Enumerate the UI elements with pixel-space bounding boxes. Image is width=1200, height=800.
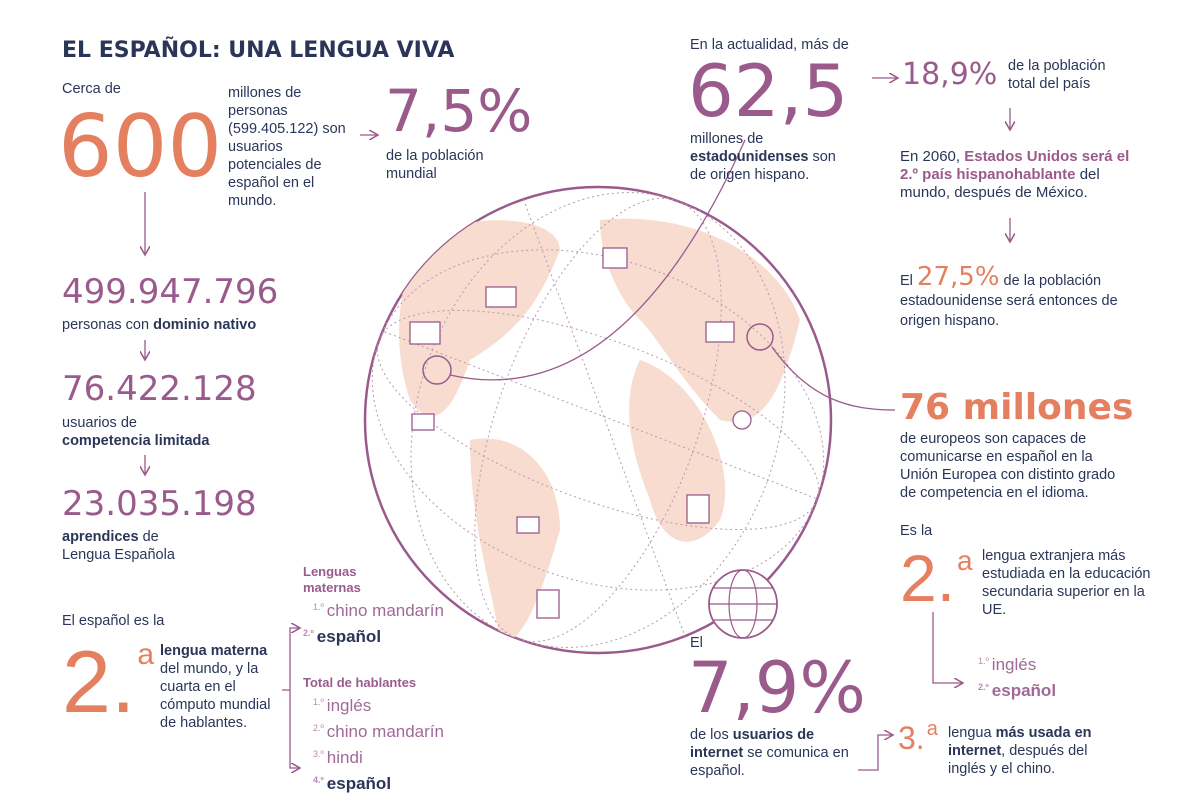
list-item: español [326,774,392,793]
stat-600-desc: millones de personas (599.405.122) son u… [228,85,346,209]
globe [363,185,833,655]
rank-sup-internet: a [926,718,938,740]
rank-2-eu-group: 2. a [900,545,973,611]
list-item: hindi [326,748,363,767]
el-label: El [900,273,917,289]
eu-desc: de europeos son capaces de comunicarse e… [900,431,1116,501]
list-item: inglés [326,696,372,715]
cerca-label: Cerca de [62,81,121,97]
list-item: chino mandarín [326,722,444,741]
rank-num: 2.º [303,628,314,638]
internet-rank-bold: más usada en internet [948,725,1092,759]
rank-num: 1.º [313,602,324,612]
internet-desc: de los [690,727,733,743]
rank-num: 2.º [978,682,989,692]
stat-native: 499.947.796 [62,272,279,312]
stat-76-millones: 76 millones [900,387,1134,428]
page-title: EL ESPAÑOL: UNA LENGUA VIVA [62,38,455,63]
stat-limited: 76.422.128 [62,369,257,409]
limited-desc: usuarios de [62,415,137,431]
limited-bold: competencia limitada [62,433,210,449]
rank-num: 1.º [313,697,324,707]
rank-2-eu: 2. [900,541,956,615]
native-bold: dominio nativo [153,317,257,333]
total-hablantes-list: Total de hablantes 1.º inglés 2.º chino ma… [303,675,444,795]
y2060-bold: Estados Unidos será el 2.º país hispanoh… [900,148,1130,183]
es-la-eu: Es la [900,523,933,539]
eu-list: 1.º inglés 2.º español [978,650,1056,702]
rank-3-internet-group: 3. a [898,718,938,756]
internet-desc-end: se comunica en español. [690,745,849,779]
stat-18-9-desc: de la población total del país [1008,58,1106,92]
stat-learners: 23.035.198 [62,484,257,524]
list-item: inglés [991,655,1037,674]
learners-bold: aprendices [62,529,139,545]
y2060-desc: del mundo, después de México. [900,166,1100,201]
learners-desc: Lengua Española [62,547,175,563]
y2060-label: En 2060, [900,148,965,165]
es-la-label: El español es la [62,613,165,629]
stat-27-5: 27,5% [916,262,1000,292]
stat-600: 600 [58,97,223,197]
internet-bold: usuarios de internet [690,727,815,761]
rank-desc: del mundo, y la cuarta en el cómputo mun… [160,661,271,731]
rank-bold: lengua materna [160,643,268,659]
rank-sup: a [137,638,155,671]
stat-7-5-desc: de la población mundial [386,148,484,182]
internet-rank-desc: lengua [948,725,996,741]
rank-num: 2.º [313,723,324,733]
native-desc: personas con [62,317,154,333]
el-internet: El [690,635,703,651]
usa-desc: millones de [690,131,764,147]
rank-sup-eu: a [957,545,973,576]
internet-rank-end: , después del inglés y el chino. [948,743,1088,777]
usa-son: son [808,149,836,165]
list-item: español [316,627,382,646]
stat-27-5-desc: de la población estadounidense será ento… [900,273,1118,329]
rank-num: 4.º [313,775,324,785]
stat-7-9: 7,9% [688,647,866,729]
usa-origin: de origen hispano. [690,167,810,183]
usa-intro: En la actualidad, más de [690,37,849,53]
stat-7-5: 7,5% [385,77,533,145]
learners-de: de [138,529,159,545]
rank-2-materna: 2. [62,632,136,731]
list-item: chino mandarín [326,601,444,620]
stat-62-5: 62,5 [688,49,849,133]
rank-2-materna-group: 2. a [62,638,154,726]
rank-num: 3.º [313,749,324,759]
rank-num: 1.º [978,656,989,666]
list-item: español [991,681,1057,700]
stat-18-9: 18,9% [902,57,998,92]
lenguas-maternas-list: Lenguas maternas 1.º chino mandarín 2.º es… [303,564,444,648]
eu-rank-desc: lengua extranjera más estudiada en la ed… [982,548,1151,618]
rank-3-internet: 3. [898,720,925,756]
list-title: Total de hablantes [303,675,417,690]
usa-bold: estadounidenses [690,149,809,165]
list-title: Lenguas maternas [303,564,361,595]
